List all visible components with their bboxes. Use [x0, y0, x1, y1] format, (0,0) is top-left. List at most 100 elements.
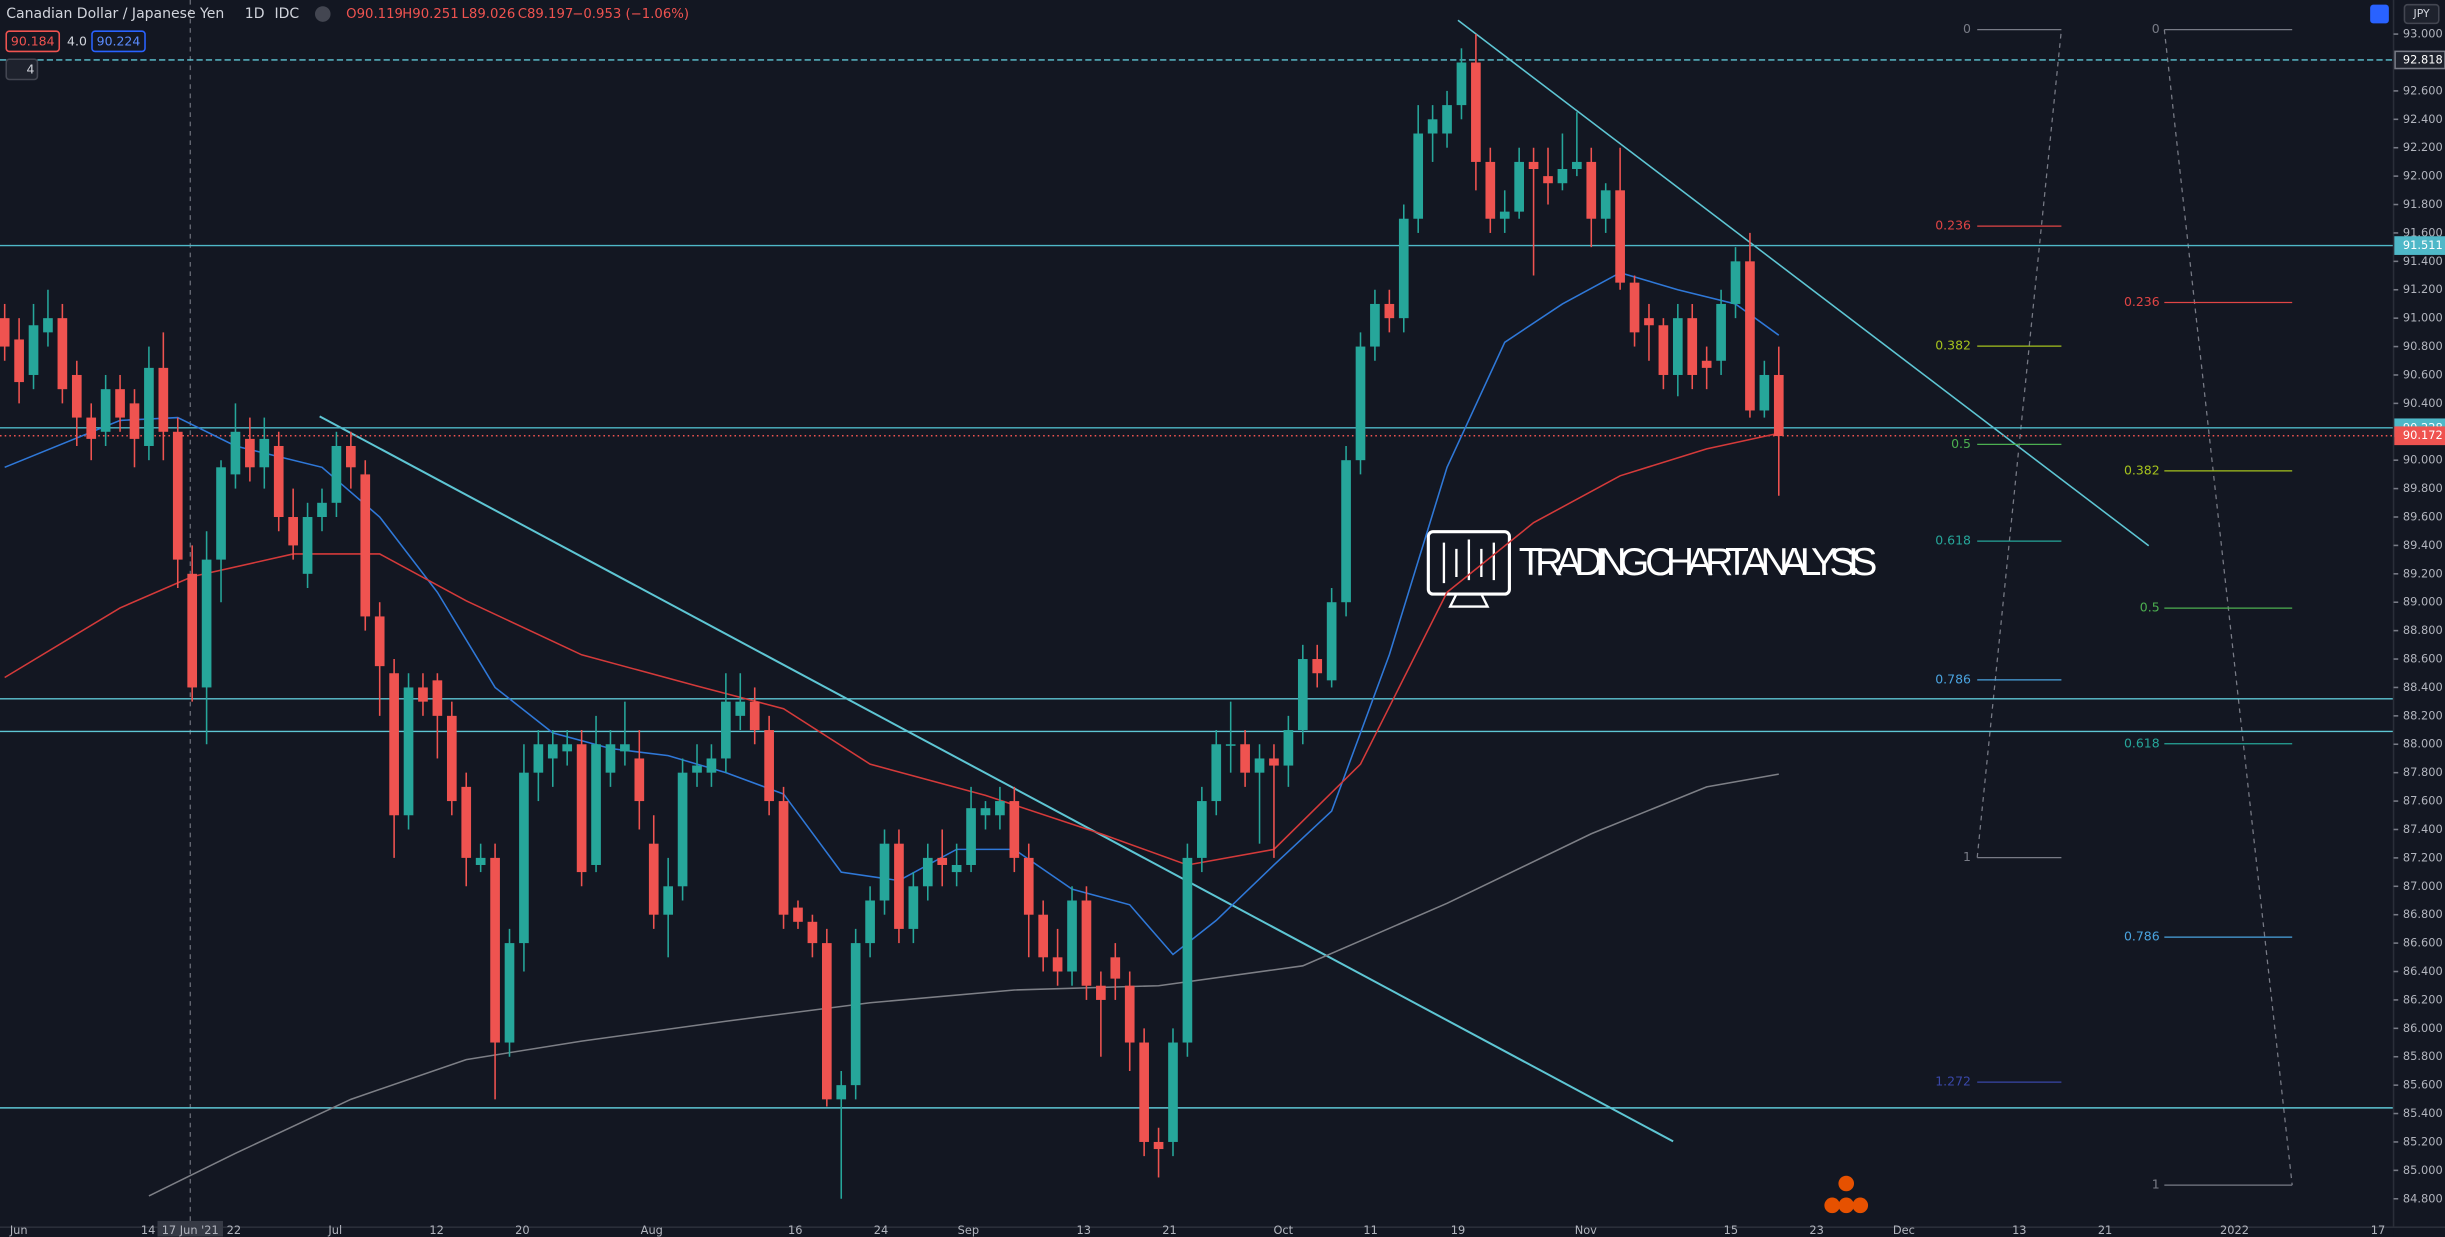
- y-tick-label: 93.000: [2403, 27, 2443, 41]
- candle-body: [1701, 360, 1712, 368]
- candle-body: [1514, 161, 1524, 212]
- y-tick-label: 92.200: [2403, 140, 2443, 154]
- y-tick-label: 89.400: [2403, 538, 2443, 552]
- candle-body: [403, 687, 414, 816]
- candle-body: [547, 744, 558, 759]
- y-tick-label: 91.600: [2403, 225, 2443, 239]
- candle-body: [706, 758, 717, 773]
- candle-body: [821, 943, 832, 1100]
- candle-body: [980, 808, 991, 816]
- toggle[interactable]: [314, 6, 331, 22]
- trendline: [319, 415, 1674, 1143]
- candle-body: [1572, 161, 1582, 170]
- x-tick-label: 14: [141, 1223, 155, 1237]
- candle-body: [1153, 1141, 1164, 1150]
- candle-body: [245, 438, 255, 468]
- currency: JPY: [2413, 7, 2431, 20]
- y-tick-label: 91.200: [2403, 282, 2443, 296]
- x-tick-label: Aug: [641, 1223, 663, 1237]
- y-tick-label: 88.800: [2403, 623, 2443, 637]
- y-tick-label: 90.800: [2403, 339, 2443, 353]
- candle-body: [1283, 730, 1294, 766]
- x-tick-label: Jun: [9, 1223, 28, 1237]
- candle-body: [1254, 758, 1265, 773]
- y-tick-label: 88.000: [2403, 737, 2443, 751]
- y-tick-label: 88.400: [2403, 680, 2443, 694]
- x-tick-label: Oct: [1273, 1223, 1293, 1237]
- price-tag-label: 92.818: [2403, 52, 2443, 66]
- fib-label: 0.382: [2124, 462, 2160, 477]
- price-tag-label: 90.172: [2403, 428, 2443, 442]
- candle-body: [764, 730, 774, 802]
- y-tick-label: 84.800: [2403, 1191, 2443, 1205]
- spread: 4.0: [67, 34, 87, 49]
- x-tick-label: 2022: [2220, 1223, 2249, 1237]
- candle-body: [389, 673, 399, 816]
- y-tick-label: 86.400: [2403, 964, 2443, 978]
- candle-body: [692, 765, 702, 773]
- y-tick-label: 90.600: [2403, 367, 2443, 381]
- candle-body: [1139, 1042, 1149, 1142]
- fib-label: 0.236: [2124, 294, 2160, 309]
- candle-body: [1225, 744, 1236, 746]
- candle-body: [360, 474, 371, 617]
- header: Canadian Dollar / Japanese Yen 1D IDC O9…: [5, 3, 2440, 81]
- source: IDC: [274, 6, 299, 22]
- candle-body: [1759, 374, 1770, 411]
- candle-body: [533, 744, 544, 773]
- currency-box[interactable]: [2403, 3, 2440, 25]
- y-tick-label: 86.800: [2403, 907, 2443, 921]
- candle-body: [620, 744, 630, 752]
- candle-body: [1471, 62, 1481, 162]
- candle-body: [86, 417, 97, 439]
- candle-body: [1716, 303, 1726, 361]
- candle-body: [749, 701, 760, 731]
- y-tick-label: 88.600: [2403, 652, 2443, 666]
- candle-body: [1023, 857, 1034, 915]
- y-tick-label: 87.600: [2403, 794, 2443, 808]
- candle-body: [1182, 857, 1193, 1043]
- y-tick-label: 86.600: [2403, 936, 2443, 950]
- candle-body: [259, 438, 270, 468]
- ask-box[interactable]: [91, 30, 146, 53]
- x-tick-label: 13: [2012, 1223, 2026, 1237]
- candle-body: [432, 680, 443, 716]
- candle-body: [519, 772, 529, 944]
- candle-body: [966, 808, 976, 865]
- y-tick-label: 86.000: [2403, 1021, 2443, 1035]
- candle-body: [28, 325, 39, 375]
- candle-body: [1557, 169, 1568, 184]
- alerts-icon: [1824, 1175, 1869, 1214]
- candle-body: [908, 886, 919, 929]
- fib-label: 1: [1963, 849, 1971, 864]
- candle-body: [446, 715, 457, 802]
- candle-body: [1297, 659, 1308, 731]
- candle-body: [922, 857, 933, 887]
- x-tick-label: 17: [2371, 1223, 2385, 1237]
- candle-body: [172, 431, 183, 560]
- indicators-toggle[interactable]: [5, 58, 39, 81]
- fib-label: 0.236: [1935, 218, 1971, 233]
- x-tick-label: Dec: [1893, 1223, 1915, 1237]
- currency-icon[interactable]: [2370, 4, 2389, 24]
- candle-body: [1124, 985, 1135, 1043]
- price-tag: [2394, 50, 2445, 70]
- candle-body: [1067, 900, 1077, 972]
- bid-box[interactable]: [5, 30, 61, 53]
- fib-label: 0.5: [2140, 600, 2160, 615]
- price-axis: [2393, 0, 2445, 1237]
- ohlc-low: L89.026: [462, 7, 516, 22]
- icon: [1838, 1197, 1855, 1214]
- candle-body: [1211, 744, 1222, 802]
- candle-body: [807, 921, 818, 944]
- candle-body: [1644, 318, 1654, 326]
- candle-body: [1398, 218, 1409, 319]
- candle-body: [1168, 1042, 1178, 1142]
- candle-body: [129, 403, 140, 439]
- candle-body: [1370, 303, 1380, 347]
- candle-body: [1240, 744, 1250, 773]
- candle-body: [461, 786, 472, 858]
- candle-body: [1427, 119, 1438, 134]
- x-tick-label: 17 Jun '21: [162, 1223, 219, 1237]
